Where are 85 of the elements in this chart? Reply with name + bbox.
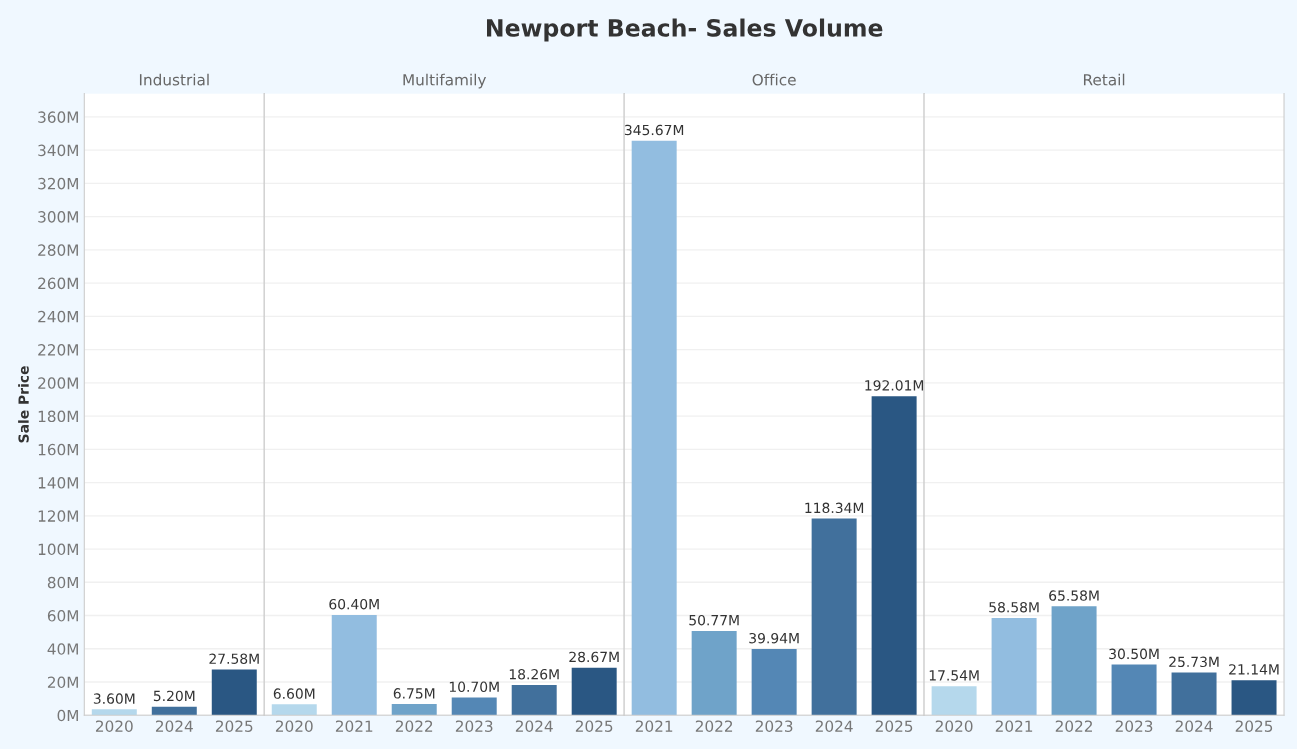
- chart-subtitle: Industrial: [139, 73, 209, 86]
- chart-subtitle: Retail: [1083, 73, 1125, 86]
- y-tick-label: 180M: [38, 410, 78, 423]
- x-tick-label: 2025: [215, 720, 253, 732]
- bar: [811, 518, 857, 716]
- data-label: 30.50M: [1109, 648, 1159, 660]
- bar: [151, 706, 197, 716]
- bar: [331, 614, 377, 716]
- x-tick-label: 2022: [395, 720, 433, 732]
- x-tick-label: 2022: [695, 720, 733, 732]
- data-label: 5.20M: [153, 690, 195, 702]
- bar: [1051, 606, 1097, 716]
- y-tick-label: 340M: [38, 144, 78, 157]
- data-label: 39.94M: [749, 632, 799, 644]
- x-tick-label: 2025: [575, 720, 613, 732]
- bar: [751, 648, 797, 716]
- y-tick-label: 140M: [38, 477, 78, 489]
- text: Newport Beach- Sales Volume: [487, 18, 883, 42]
- chart-subtitle: Office: [752, 73, 796, 86]
- y-tick-label: 0M: [57, 709, 78, 722]
- bar: [1111, 664, 1157, 716]
- data-label: 3.60M: [93, 693, 135, 704]
- data-label: 60.40M: [329, 598, 379, 610]
- bar: [571, 667, 617, 716]
- y-tick-label: 20M: [47, 676, 78, 689]
- bar: [511, 684, 557, 716]
- data-label: 118.34M: [805, 502, 864, 514]
- bar: [391, 704, 437, 716]
- bar: [271, 704, 317, 716]
- bar: [91, 709, 137, 716]
- y-tick-label: 240M: [38, 310, 78, 323]
- x-tick-label: 2024: [815, 720, 853, 732]
- data-label: 50.77M: [689, 614, 739, 626]
- x-tick-label: 2021: [335, 720, 373, 732]
- y-tick-label: 160M: [38, 443, 78, 456]
- y-tick-label: 200M: [38, 377, 78, 389]
- data-label: 28.67M: [569, 651, 619, 663]
- data-label: 58.58M: [989, 601, 1039, 613]
- x-tick-label: 2025: [875, 720, 913, 732]
- bar: [211, 669, 257, 716]
- data-label: 17.54M: [929, 670, 979, 681]
- x-tick-label: 2024: [155, 720, 193, 732]
- bar: [1231, 680, 1277, 716]
- data-label: 21.14M: [1229, 664, 1279, 675]
- y-tick-label: 220M: [38, 344, 78, 356]
- bar: [451, 697, 497, 716]
- data-label: 192.01M: [865, 380, 924, 391]
- data-label: 10.70M: [449, 681, 499, 693]
- y-tick-label: 260M: [38, 277, 78, 290]
- y-axis-title: Sale Price: [18, 366, 29, 443]
- y-tick-label: 80M: [47, 576, 78, 589]
- data-label: 345.67M: [624, 124, 684, 136]
- bar: [931, 686, 977, 716]
- data-label: 18.26M: [509, 668, 559, 680]
- bar: [1171, 672, 1217, 716]
- y-tick-label: 60M: [47, 610, 78, 622]
- y-tick-label: 40M: [47, 643, 78, 655]
- y-tick-label: 300M: [38, 211, 78, 223]
- data-label: 6.75M: [393, 688, 435, 699]
- x-tick-label: 2020: [935, 720, 973, 732]
- x-tick-label: 2023: [755, 720, 793, 732]
- y-tick-label: 120M: [38, 510, 78, 522]
- bar: [991, 617, 1037, 716]
- x-tick-label: 2024: [1175, 720, 1213, 732]
- bar: [691, 630, 737, 716]
- x-tick-label: 2022: [1055, 720, 1092, 732]
- x-tick-label: 2020: [275, 720, 313, 732]
- x-tick-label: 2021: [995, 720, 1033, 732]
- bar: [871, 396, 917, 716]
- data-label: 27.58M: [209, 653, 259, 664]
- data-label: 6.60M: [273, 688, 315, 699]
- y-tick-label: 320M: [38, 177, 78, 190]
- x-tick-label: 2021: [635, 720, 673, 732]
- x-tick-label: 2025: [1235, 720, 1273, 732]
- data-label: 65.58M: [1049, 590, 1099, 601]
- data-label: 25.73M: [1169, 656, 1219, 668]
- x-tick-label: 2023: [455, 720, 493, 732]
- chart-subtitle: Multifamily: [403, 73, 487, 89]
- x-tick-label: 2020: [95, 720, 133, 732]
- y-tick-label: 280M: [38, 244, 78, 256]
- x-tick-label: 2023: [1115, 720, 1153, 732]
- bar: [631, 140, 677, 716]
- x-tick-label: 2024: [515, 720, 553, 732]
- y-tick-label: 360M: [38, 111, 78, 123]
- y-tick-label: 100M: [38, 543, 78, 556]
